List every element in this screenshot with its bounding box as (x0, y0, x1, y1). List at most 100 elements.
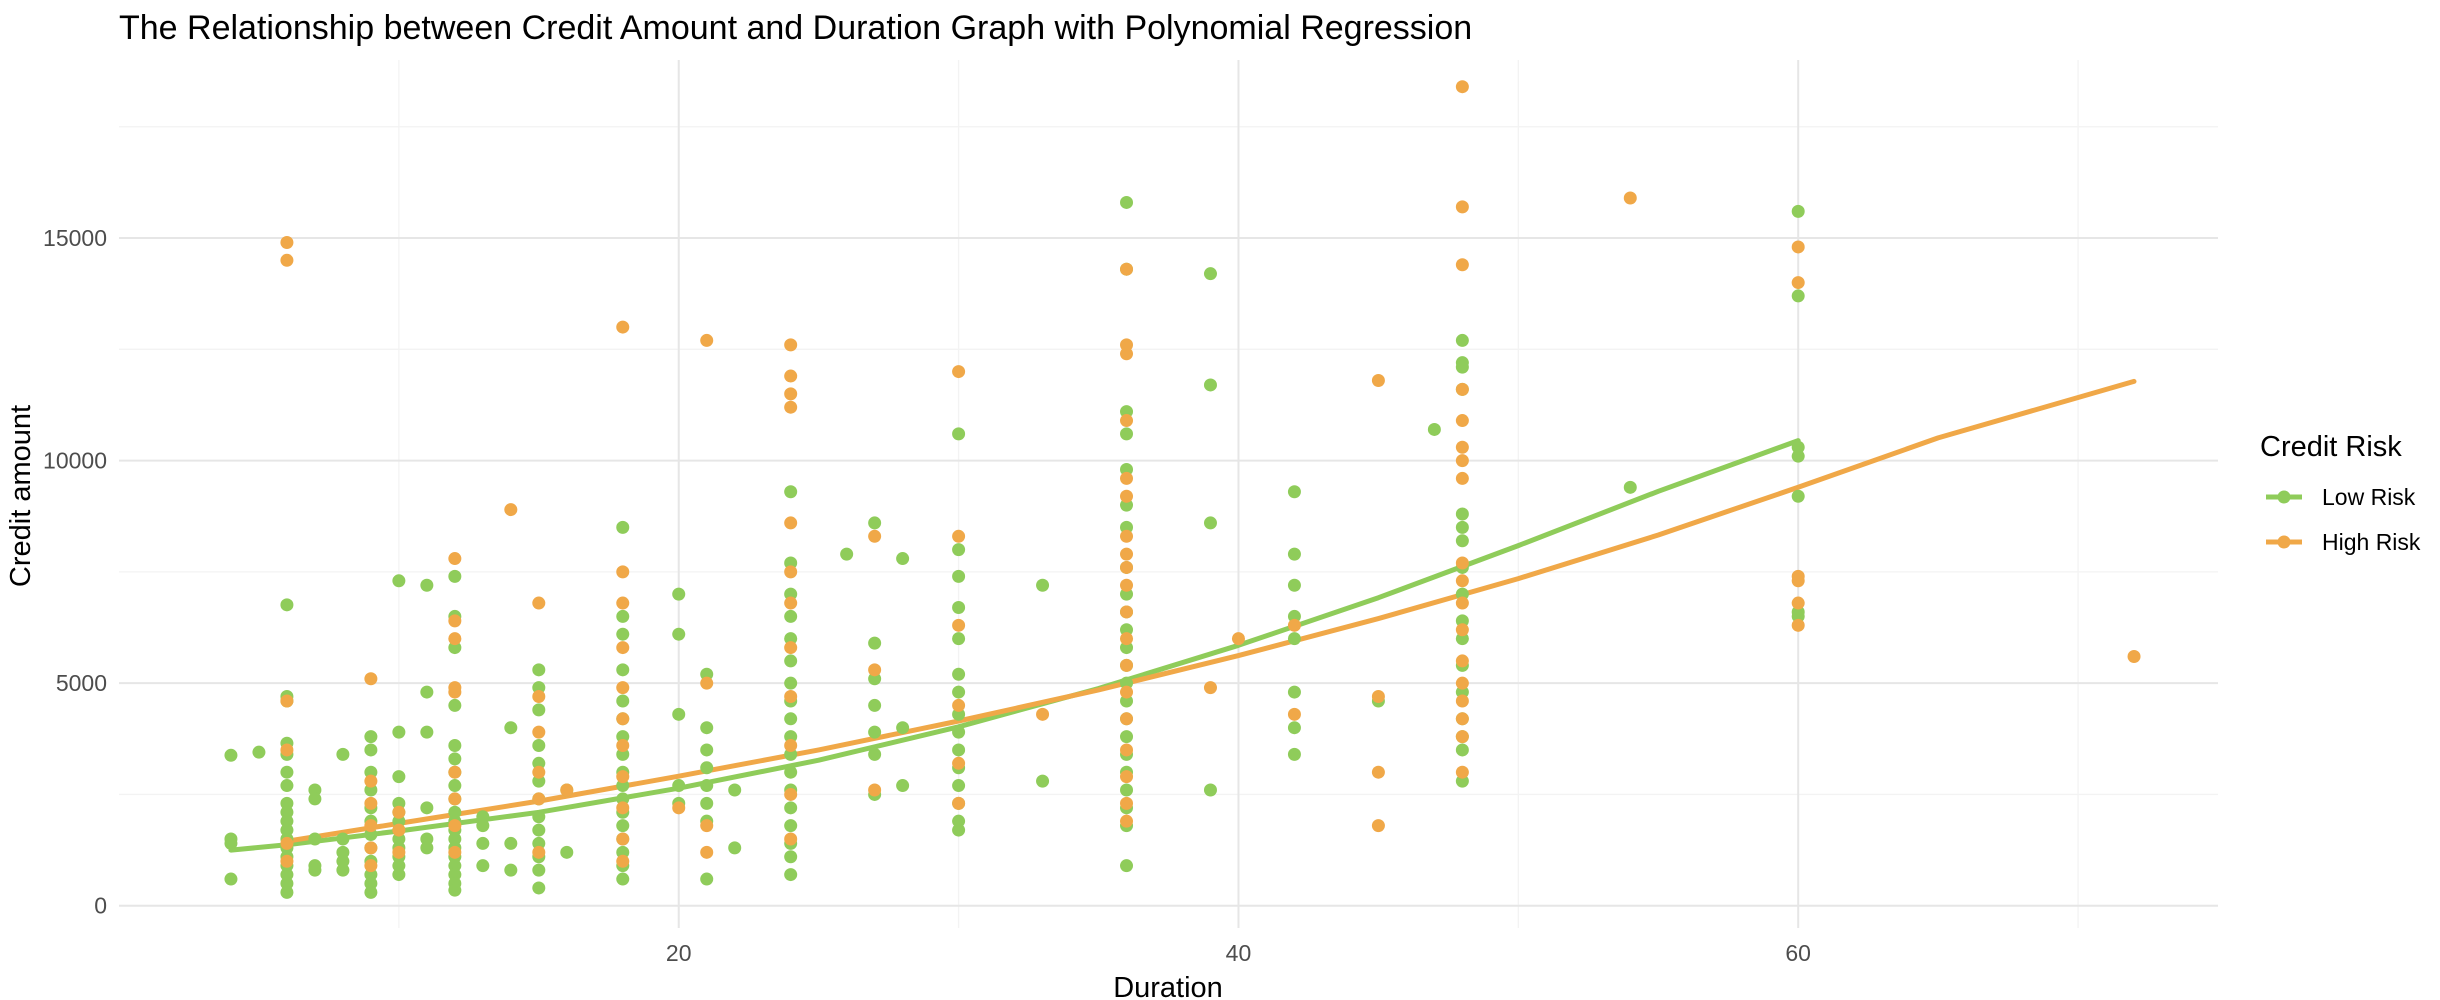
high-risk-point (1287, 707, 1301, 721)
low-risk-point (1120, 520, 1134, 534)
low-risk-point (1120, 623, 1134, 637)
high-risk-point (1455, 382, 1469, 396)
low-risk-point (476, 859, 490, 873)
high-risk-point (952, 796, 966, 810)
low-risk-point (784, 654, 798, 668)
low-risk-point (280, 598, 294, 612)
low-risk-point (532, 738, 546, 752)
high-risk-point (532, 792, 546, 806)
low-risk-point (364, 885, 378, 899)
high-risk-point (1120, 547, 1134, 561)
low-risk-point (952, 743, 966, 757)
low-risk-point (1287, 547, 1301, 561)
y-tick-label: 0 (94, 893, 107, 919)
low-risk-point (1036, 774, 1050, 788)
y-tick-label: 5000 (56, 670, 107, 696)
low-risk-point (280, 805, 294, 819)
low-risk-point (868, 725, 882, 739)
low-risk-point (1287, 685, 1301, 699)
low-risk-point (952, 427, 966, 441)
low-risk-point (700, 796, 714, 810)
high-risk-point (448, 632, 462, 646)
low-risk-point (364, 765, 378, 779)
high-risk-point (504, 503, 518, 517)
high-risk-point (1371, 690, 1385, 704)
high-risk-point (1791, 276, 1805, 290)
low-risk-point (700, 667, 714, 681)
low-risk-point (1120, 859, 1134, 873)
low-risk-point (616, 627, 630, 641)
high-risk-point (448, 845, 462, 859)
low-risk-point (896, 552, 910, 566)
low-risk-point (1455, 774, 1469, 788)
low-risk-point (1455, 632, 1469, 646)
high-risk-point (784, 641, 798, 655)
low-risk-point (336, 863, 350, 877)
high-risk-point (532, 725, 546, 739)
low-risk-legend-label: Low Risk (2322, 484, 2416, 510)
high-risk-point (1455, 765, 1469, 779)
low-risk-point (280, 796, 294, 810)
high-risk-point (1287, 618, 1301, 632)
low-risk-point (1455, 360, 1469, 374)
high-risk-point (616, 738, 630, 752)
low-risk-point (952, 543, 966, 557)
x-axis-title: Duration (1113, 972, 1223, 1000)
low-risk-point (364, 743, 378, 757)
high-risk-point (448, 685, 462, 699)
low-risk-point (784, 730, 798, 744)
high-risk-point (1120, 814, 1134, 828)
high-risk-point (616, 641, 630, 655)
low-risk-point (952, 779, 966, 793)
low-risk-point (308, 792, 322, 806)
high-risk-point (392, 823, 406, 837)
high-risk-point (672, 801, 686, 815)
high-risk-point (448, 552, 462, 566)
high-risk-point (784, 596, 798, 610)
low-risk-point (336, 854, 350, 868)
high-risk-point (1455, 712, 1469, 726)
legend: Credit Risk Low Risk High Risk (2260, 431, 2421, 555)
low-risk-point (672, 587, 686, 601)
high-risk-point (392, 845, 406, 859)
high-risk-point (1791, 596, 1805, 610)
high-risk-point (616, 712, 630, 726)
low-risk-point (392, 770, 406, 784)
low-risk-point (1120, 195, 1134, 209)
low-risk-point (1791, 449, 1805, 463)
low-risk-legend-point (2277, 490, 2291, 504)
low-risk-point (700, 779, 714, 793)
high-risk-point (1120, 796, 1134, 810)
low-risk-point (1120, 694, 1134, 708)
low-risk-point (448, 752, 462, 766)
low-risk-point (728, 841, 742, 855)
low-risk-point (1455, 587, 1469, 601)
low-risk-point (392, 859, 406, 873)
low-risk-point (392, 725, 406, 739)
low-risk-point (700, 721, 714, 735)
low-risk-point (616, 694, 630, 708)
y-tick-label: 15000 (43, 225, 107, 251)
high-risk-point (280, 253, 294, 267)
low-risk-point (280, 779, 294, 793)
low-risk-point (1455, 614, 1469, 628)
low-risk-point (952, 632, 966, 646)
high-risk-point (952, 756, 966, 770)
high-risk-point (1371, 373, 1385, 387)
high-risk-point (1455, 454, 1469, 468)
low-risk-point (1455, 685, 1469, 699)
low-risk-point (784, 556, 798, 570)
low-risk-point (1120, 587, 1134, 601)
low-risk-point (252, 745, 266, 759)
low-risk-point (1455, 333, 1469, 347)
high-risk-point (784, 387, 798, 401)
high-risk-point (784, 832, 798, 846)
low-risk-regression-line (228, 438, 1801, 853)
high-risk-point (280, 854, 294, 868)
y-axis-ticks: 0 5000 10000 15000 (43, 225, 107, 919)
low-risk-point (420, 801, 434, 815)
high-risk-point (2127, 649, 2141, 663)
high-risk-point (700, 333, 714, 347)
low-risk-point (1427, 422, 1441, 436)
